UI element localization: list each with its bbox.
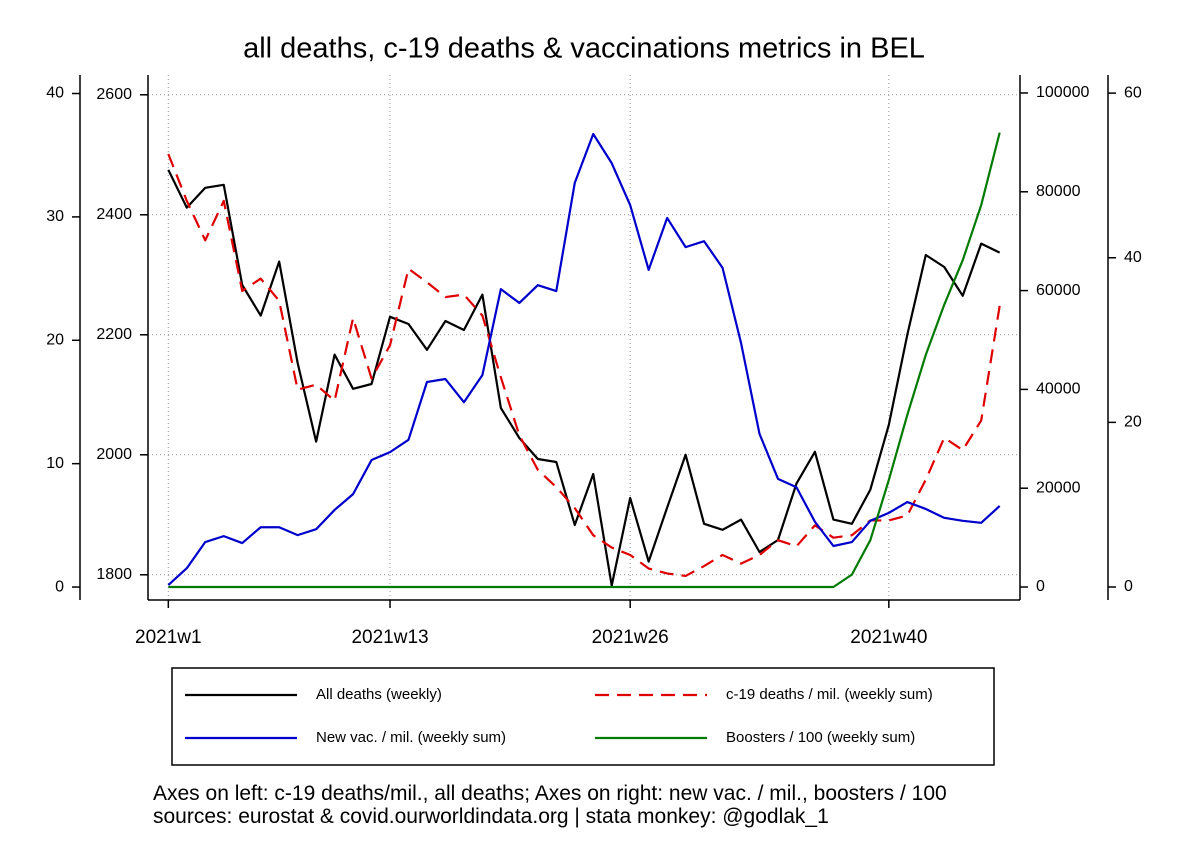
y-tick-label: 0 <box>55 578 64 595</box>
legend-label: New vac. / mil. (weekly sum) <box>316 729 506 746</box>
y-tick-label: 10 <box>46 455 64 472</box>
y-tick-label: 60 <box>1124 84 1142 101</box>
y-tick-label: 100000 <box>1036 84 1089 101</box>
y-tick-label: 2400 <box>96 206 132 223</box>
y-tick-label: 40 <box>46 85 64 102</box>
legend-label: c-19 deaths / mil. (weekly sum) <box>726 686 933 703</box>
chart-title: all deaths, c-19 deaths & vaccinations m… <box>243 33 925 65</box>
x-tick-label: 2021w26 <box>592 627 669 648</box>
y-tick-label: 20000 <box>1036 479 1081 496</box>
footnote: sources: eurostat & covid.ourworldindata… <box>153 805 829 828</box>
legend-box <box>171 667 995 766</box>
y-tick-label: 0 <box>1124 578 1133 595</box>
x-tick-label: 2021w1 <box>135 627 202 648</box>
series-line <box>167 153 1001 578</box>
y-tick-label: 2600 <box>96 86 132 103</box>
y-tick-label: 20 <box>1124 414 1142 431</box>
legend-label: Boosters / 100 (weekly sum) <box>726 729 915 746</box>
legend-label: All deaths (weekly) <box>316 686 442 703</box>
x-tick-label: 2021w40 <box>850 627 927 648</box>
y-tick-label: 0 <box>1036 578 1045 595</box>
series-line <box>167 132 1001 586</box>
y-tick-label: 1800 <box>96 566 132 583</box>
y-tick-label: 80000 <box>1036 183 1081 200</box>
footnote: Axes on left: c-19 deaths/mil., all deat… <box>153 782 947 805</box>
y-tick-label: 60000 <box>1036 282 1081 299</box>
y-tick-label: 2200 <box>96 326 132 343</box>
y-tick-label: 40000 <box>1036 381 1081 398</box>
y-tick-label: 2000 <box>96 446 132 463</box>
y-tick-label: 40 <box>1124 249 1142 266</box>
series-line <box>168 132 1001 589</box>
y-tick-label: 30 <box>46 208 64 225</box>
series-line <box>167 169 1001 587</box>
y-tick-label: 20 <box>46 331 64 348</box>
x-tick-label: 2021w13 <box>351 627 428 648</box>
